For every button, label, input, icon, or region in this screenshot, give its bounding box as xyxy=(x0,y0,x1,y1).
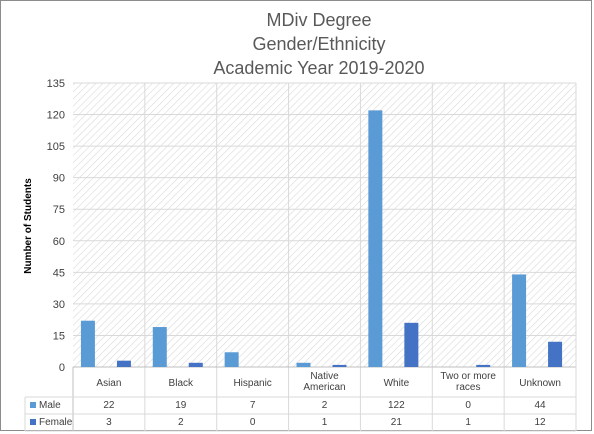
y-axis-label: Number of Students xyxy=(23,178,34,274)
table-cell-female-0: 3 xyxy=(106,417,112,428)
legend-key-male xyxy=(30,402,36,408)
bar-female-3 xyxy=(332,364,347,367)
category-label-5-1: races xyxy=(456,382,480,393)
bar-male-2 xyxy=(224,352,239,367)
y-tick-label-7: 105 xyxy=(47,141,65,153)
table-cell-female-1: 2 xyxy=(178,417,184,428)
category-label-4-0: White xyxy=(384,378,410,389)
plot-area-background xyxy=(73,83,576,367)
table-cell-male-1: 19 xyxy=(175,400,187,411)
bar-male-4 xyxy=(368,110,383,367)
y-tick-label-8: 120 xyxy=(47,110,65,122)
legend-label-female: Female xyxy=(39,417,73,428)
chart-title-line-2: Gender/Ethnicity xyxy=(252,34,385,54)
table-cell-female-6: 12 xyxy=(535,417,547,428)
chart-title-line-3: Academic Year 2019-2020 xyxy=(213,58,424,78)
category-label-2-0: Hispanic xyxy=(233,378,271,389)
category-label-1-0: Black xyxy=(169,378,194,389)
table-cell-female-3: 1 xyxy=(322,417,328,428)
table-cell-male-4: 122 xyxy=(388,400,405,411)
legend-key-female xyxy=(30,419,36,425)
table-cell-male-6: 44 xyxy=(535,400,547,411)
category-label-3-1: American xyxy=(303,382,345,393)
y-tick-label-3: 45 xyxy=(53,267,65,279)
bar-male-3 xyxy=(296,362,311,367)
legend-label-male: Male xyxy=(39,400,61,411)
chart-title-line-1: MDiv Degree xyxy=(266,10,371,30)
y-tick-label-4: 60 xyxy=(53,236,65,248)
category-label-0-0: Asian xyxy=(96,378,121,389)
table-cell-male-2: 7 xyxy=(250,400,256,411)
bar-male-6 xyxy=(512,274,527,367)
table-cell-male-5: 0 xyxy=(465,400,471,411)
category-label-5-0: Two or more xyxy=(440,371,496,382)
y-tick-label-0: 0 xyxy=(59,362,65,374)
category-label-6-0: Unknown xyxy=(519,378,561,389)
y-tick-label-5: 75 xyxy=(53,204,65,216)
bar-female-5 xyxy=(476,364,491,367)
table-cell-female-2: 0 xyxy=(250,417,256,428)
bar-female-1 xyxy=(188,362,203,367)
bar-female-6 xyxy=(548,341,563,367)
bar-female-0 xyxy=(116,360,131,367)
table-cell-female-4: 21 xyxy=(391,417,403,428)
bar-male-0 xyxy=(80,320,95,367)
category-label-3-0: Native xyxy=(310,371,339,382)
table-cell-male-3: 2 xyxy=(322,400,328,411)
bar-female-4 xyxy=(404,322,419,367)
bar-male-1 xyxy=(152,327,167,367)
table-cell-female-5: 1 xyxy=(465,417,471,428)
y-tick-label-6: 90 xyxy=(53,173,65,185)
y-tick-label-9: 135 xyxy=(47,78,65,90)
y-tick-label-1: 15 xyxy=(53,330,65,342)
y-tick-label-2: 30 xyxy=(53,299,65,311)
table-cell-male-0: 22 xyxy=(103,400,115,411)
